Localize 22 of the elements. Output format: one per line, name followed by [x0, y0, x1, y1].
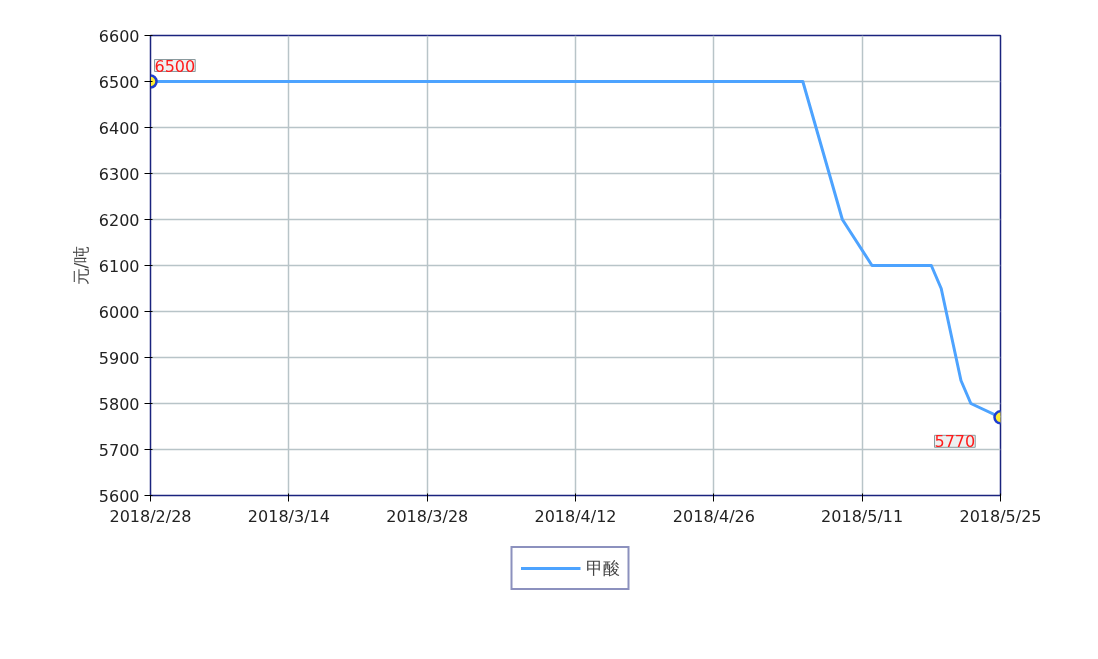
- y-axis-title: 元/吨: [70, 245, 91, 286]
- y-tick-label: 5900: [98, 348, 140, 368]
- y-tick-label: 5800: [98, 394, 140, 414]
- x-tick-label: 2018/5/11: [821, 506, 904, 526]
- x-tick-label: 2018/4/12: [534, 506, 617, 526]
- y-tick-label: 6500: [98, 72, 140, 92]
- x-tick-label: 2018/3/14: [247, 506, 330, 526]
- y-tick-label: 6400: [98, 118, 140, 138]
- y-tick-label: 6300: [98, 164, 140, 184]
- y-tick-label: 6000: [98, 302, 140, 322]
- x-tick-label: 2018/5/25: [959, 506, 1042, 526]
- data-label: 6500: [154, 56, 196, 76]
- x-tick-label: 2018/3/28: [386, 506, 469, 526]
- data-label: 5770: [934, 432, 976, 452]
- y-tick-label: 6200: [98, 210, 140, 230]
- y-tick-label: 5700: [98, 440, 140, 460]
- x-tick-label: 2018/4/26: [672, 506, 755, 526]
- y-tick-label: 6100: [98, 256, 140, 276]
- y-tick-label: 5600: [98, 486, 140, 506]
- y-tick-label: 6600: [98, 26, 140, 46]
- legend-label: 甲酸: [585, 557, 620, 580]
- x-tick-label: 2018/2/28: [109, 506, 192, 526]
